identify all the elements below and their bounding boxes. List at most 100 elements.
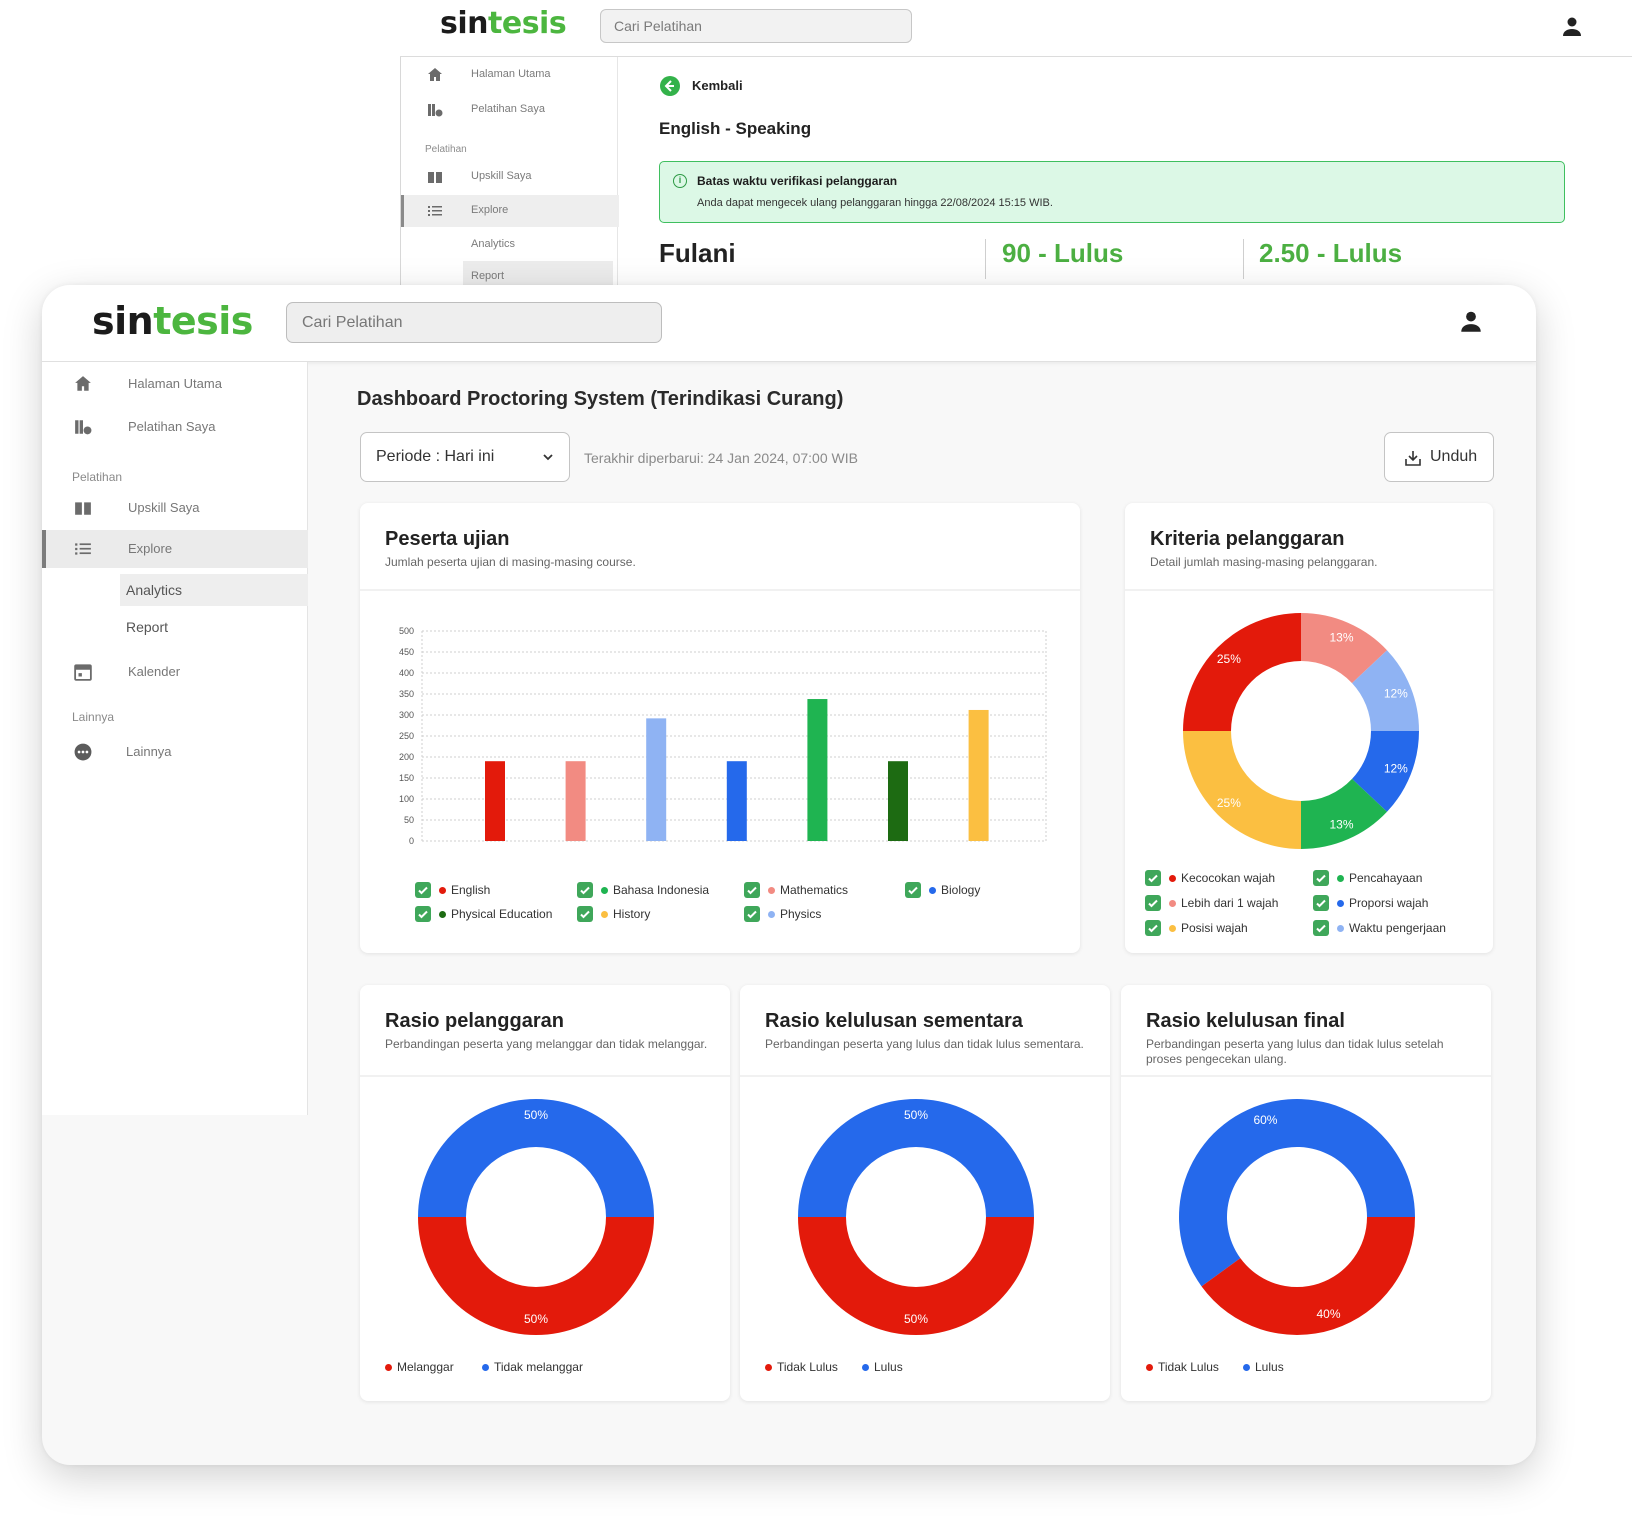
slice-label: 25% bbox=[1217, 652, 1241, 666]
bar-physical-education[interactable] bbox=[807, 699, 828, 841]
sidebar-item-pelatihan-saya[interactable]: Pelatihan Saya bbox=[42, 408, 308, 446]
checkbox-icon[interactable] bbox=[577, 906, 593, 922]
y-tick-label: 400 bbox=[399, 668, 414, 678]
legend-dot bbox=[601, 887, 608, 894]
checkbox-icon[interactable] bbox=[744, 882, 760, 898]
user-icon[interactable] bbox=[1560, 15, 1584, 39]
header: sintesis Cari Pelatihan bbox=[42, 285, 1536, 362]
bar-history[interactable] bbox=[888, 761, 908, 841]
donut-slice[interactable] bbox=[1183, 731, 1301, 849]
legend-dot bbox=[601, 911, 608, 918]
card-header: Rasio pelanggaran Perbandingan peserta y… bbox=[360, 985, 730, 1077]
y-tick-label: 300 bbox=[399, 710, 414, 720]
checkbox-icon[interactable] bbox=[905, 882, 921, 898]
donut-slice[interactable] bbox=[1301, 778, 1388, 849]
sidebar-sub-report[interactable]: Report bbox=[126, 619, 169, 635]
legend-label: Lebih dari 1 wajah bbox=[1181, 896, 1279, 910]
download-icon bbox=[1405, 451, 1421, 466]
y-tick-label: 50 bbox=[404, 815, 414, 825]
donut-slice[interactable] bbox=[418, 1217, 654, 1335]
card-peserta-ujian: Peserta ujian Jumlah peserta ujian di ma… bbox=[360, 503, 1080, 953]
section-pelatihan: Pelatihan bbox=[72, 470, 123, 484]
bar-physics[interactable] bbox=[968, 709, 989, 841]
legend-label: Waktu pengerjaan bbox=[1349, 921, 1446, 935]
legend-label: Biology bbox=[941, 883, 981, 897]
list-icon bbox=[75, 543, 91, 555]
legend-label: Lulus bbox=[874, 1360, 903, 1374]
rasio-pelanggaran-legend: Melanggar Tidak melanggar bbox=[360, 1360, 730, 1384]
home-icon bbox=[428, 68, 442, 81]
books-icon bbox=[428, 104, 443, 117]
legend-label: Bahasa Indonesia bbox=[613, 883, 710, 897]
bar-biology[interactable] bbox=[726, 761, 747, 841]
checkbox-icon[interactable] bbox=[415, 882, 431, 898]
bg-sidebar-item-explore[interactable]: Explore bbox=[401, 195, 619, 227]
donut-slice[interactable] bbox=[798, 1217, 1034, 1335]
kriteria-donut-chart: 13% 12% 12% 13% 25% 25% bbox=[1183, 613, 1419, 849]
y-tick-label: 150 bbox=[399, 773, 414, 783]
y-tick-label: 0 bbox=[409, 836, 414, 846]
bar-english[interactable] bbox=[485, 761, 505, 841]
slice-label: 60% bbox=[1253, 1113, 1277, 1127]
checkbox-icon[interactable] bbox=[1145, 870, 1161, 886]
logo[interactable]: sintesis bbox=[92, 299, 253, 343]
verification-alert: i Batas waktu verifikasi pelanggaran And… bbox=[659, 161, 1565, 223]
legend-dot bbox=[1169, 925, 1176, 932]
sidebar-item-explore[interactable]: Explore bbox=[42, 530, 308, 568]
legend-label: Melanggar bbox=[397, 1360, 454, 1374]
checkbox-icon[interactable] bbox=[1145, 895, 1161, 911]
book-open-icon bbox=[75, 502, 91, 515]
bg-header: sintesis Cari Pelatihan bbox=[400, 0, 1632, 57]
sidebar-item-upskill[interactable]: Upskill Saya bbox=[42, 489, 308, 527]
checkbox-icon[interactable] bbox=[577, 882, 593, 898]
legend-label: Physical Education bbox=[451, 907, 553, 921]
bg-sidebar-sub-analytics[interactable]: Analytics bbox=[471, 238, 516, 250]
legend-label: Tidak melanggar bbox=[494, 1360, 583, 1374]
donut-slice[interactable] bbox=[1301, 613, 1388, 684]
search-input[interactable]: Cari Pelatihan bbox=[286, 302, 662, 343]
legend-label: Tidak Lulus bbox=[1158, 1360, 1219, 1374]
checkbox-icon[interactable] bbox=[415, 906, 431, 922]
bg-logo[interactable]: sintesis bbox=[440, 6, 567, 41]
donut-slice[interactable] bbox=[418, 1099, 654, 1217]
last-updated: Terakhir diperbarui: 24 Jan 2024, 07:00 … bbox=[584, 450, 858, 466]
donut-slice[interactable] bbox=[1179, 1099, 1415, 1287]
checkbox-icon[interactable] bbox=[1313, 870, 1329, 886]
checkbox-icon[interactable] bbox=[1145, 920, 1161, 936]
legend-dot bbox=[439, 887, 446, 894]
bar-bahasa-indonesia[interactable] bbox=[565, 761, 586, 841]
home-icon bbox=[75, 376, 91, 391]
checkbox-icon[interactable] bbox=[1313, 895, 1329, 911]
donut-slice[interactable] bbox=[798, 1099, 1034, 1217]
period-select[interactable]: Periode : Hari ini bbox=[360, 432, 570, 482]
page-title: Dashboard Proctoring System (Terindikasi… bbox=[357, 388, 844, 410]
donut-slice[interactable] bbox=[1352, 650, 1419, 731]
bar-mathematics[interactable] bbox=[646, 718, 667, 841]
donut-slice[interactable] bbox=[1183, 613, 1301, 731]
card-header: Rasio kelulusan final Perbandingan peser… bbox=[1121, 985, 1491, 1077]
legend-label: Proporsi wajah bbox=[1349, 896, 1429, 910]
sidebar-item-home[interactable]: Halaman Utama bbox=[42, 365, 308, 403]
bg-sidebar-item-home[interactable]: Halaman Utama bbox=[401, 59, 619, 91]
slice-label: 50% bbox=[524, 1312, 548, 1326]
user-icon[interactable] bbox=[1458, 309, 1484, 335]
bg-sidebar-item-pelatihan-saya[interactable]: Pelatihan Saya bbox=[401, 94, 619, 126]
bg-sidebar-item-upskill[interactable]: Upskill Saya bbox=[401, 161, 619, 193]
card-rasio-kelulusan-sementara: Rasio kelulusan sementara Perbandingan p… bbox=[740, 985, 1110, 1401]
legend-dot bbox=[1337, 925, 1344, 932]
slice-label: 12% bbox=[1384, 762, 1408, 776]
calendar-icon bbox=[74, 664, 92, 681]
legend-dot bbox=[482, 1364, 489, 1371]
bg-search-input[interactable]: Cari Pelatihan bbox=[600, 9, 912, 43]
checkbox-icon[interactable] bbox=[1313, 920, 1329, 936]
rasio-final-legend: Tidak Lulus Lulus bbox=[1121, 1360, 1491, 1384]
donut-slice[interactable] bbox=[1201, 1217, 1415, 1335]
sidebar-item-lainnya[interactable]: Lainnya bbox=[42, 733, 308, 771]
legend-label: History bbox=[613, 907, 651, 921]
donut-slice[interactable] bbox=[1352, 731, 1419, 812]
kriteria-legend: Kecocokan wajah Pencahayaan Lebih dari 1 w… bbox=[1125, 870, 1493, 951]
sidebar-item-kalender[interactable]: Kalender bbox=[42, 653, 308, 691]
download-button[interactable]: Unduh bbox=[1384, 432, 1494, 482]
sidebar-sub-analytics[interactable]: Analytics bbox=[120, 574, 308, 606]
checkbox-icon[interactable] bbox=[744, 906, 760, 922]
